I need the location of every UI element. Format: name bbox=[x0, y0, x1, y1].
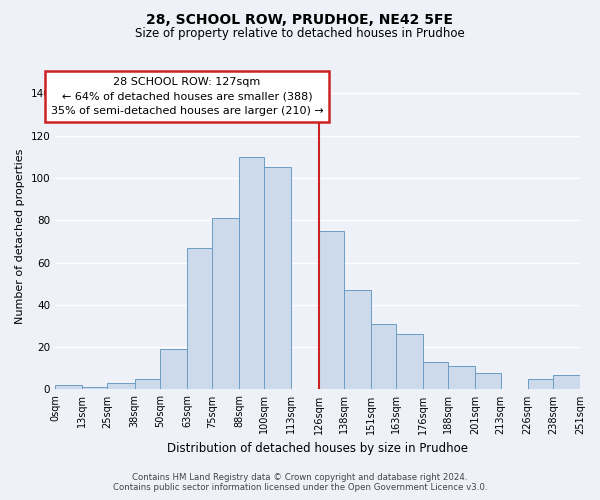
Bar bbox=[528, 379, 553, 390]
Bar bbox=[160, 349, 187, 390]
Bar bbox=[319, 231, 344, 390]
Bar bbox=[187, 248, 212, 390]
Bar bbox=[448, 366, 475, 390]
Text: 28, SCHOOL ROW, PRUDHOE, NE42 5FE: 28, SCHOOL ROW, PRUDHOE, NE42 5FE bbox=[146, 12, 454, 26]
Bar bbox=[55, 385, 82, 390]
Bar bbox=[82, 388, 107, 390]
Bar bbox=[212, 218, 239, 390]
Text: 28 SCHOOL ROW: 127sqm
← 64% of detached houses are smaller (388)
35% of semi-det: 28 SCHOOL ROW: 127sqm ← 64% of detached … bbox=[50, 76, 323, 116]
Bar bbox=[344, 290, 371, 390]
Bar bbox=[264, 168, 292, 390]
Bar bbox=[423, 362, 448, 390]
Bar bbox=[475, 372, 500, 390]
Bar bbox=[134, 379, 160, 390]
Bar bbox=[553, 374, 580, 390]
Text: Size of property relative to detached houses in Prudhoe: Size of property relative to detached ho… bbox=[135, 28, 465, 40]
Bar bbox=[107, 383, 134, 390]
Bar bbox=[239, 156, 264, 390]
Y-axis label: Number of detached properties: Number of detached properties bbox=[15, 148, 25, 324]
Bar bbox=[396, 334, 423, 390]
X-axis label: Distribution of detached houses by size in Prudhoe: Distribution of detached houses by size … bbox=[167, 442, 468, 455]
Text: Contains HM Land Registry data © Crown copyright and database right 2024.
Contai: Contains HM Land Registry data © Crown c… bbox=[113, 473, 487, 492]
Bar bbox=[371, 324, 396, 390]
